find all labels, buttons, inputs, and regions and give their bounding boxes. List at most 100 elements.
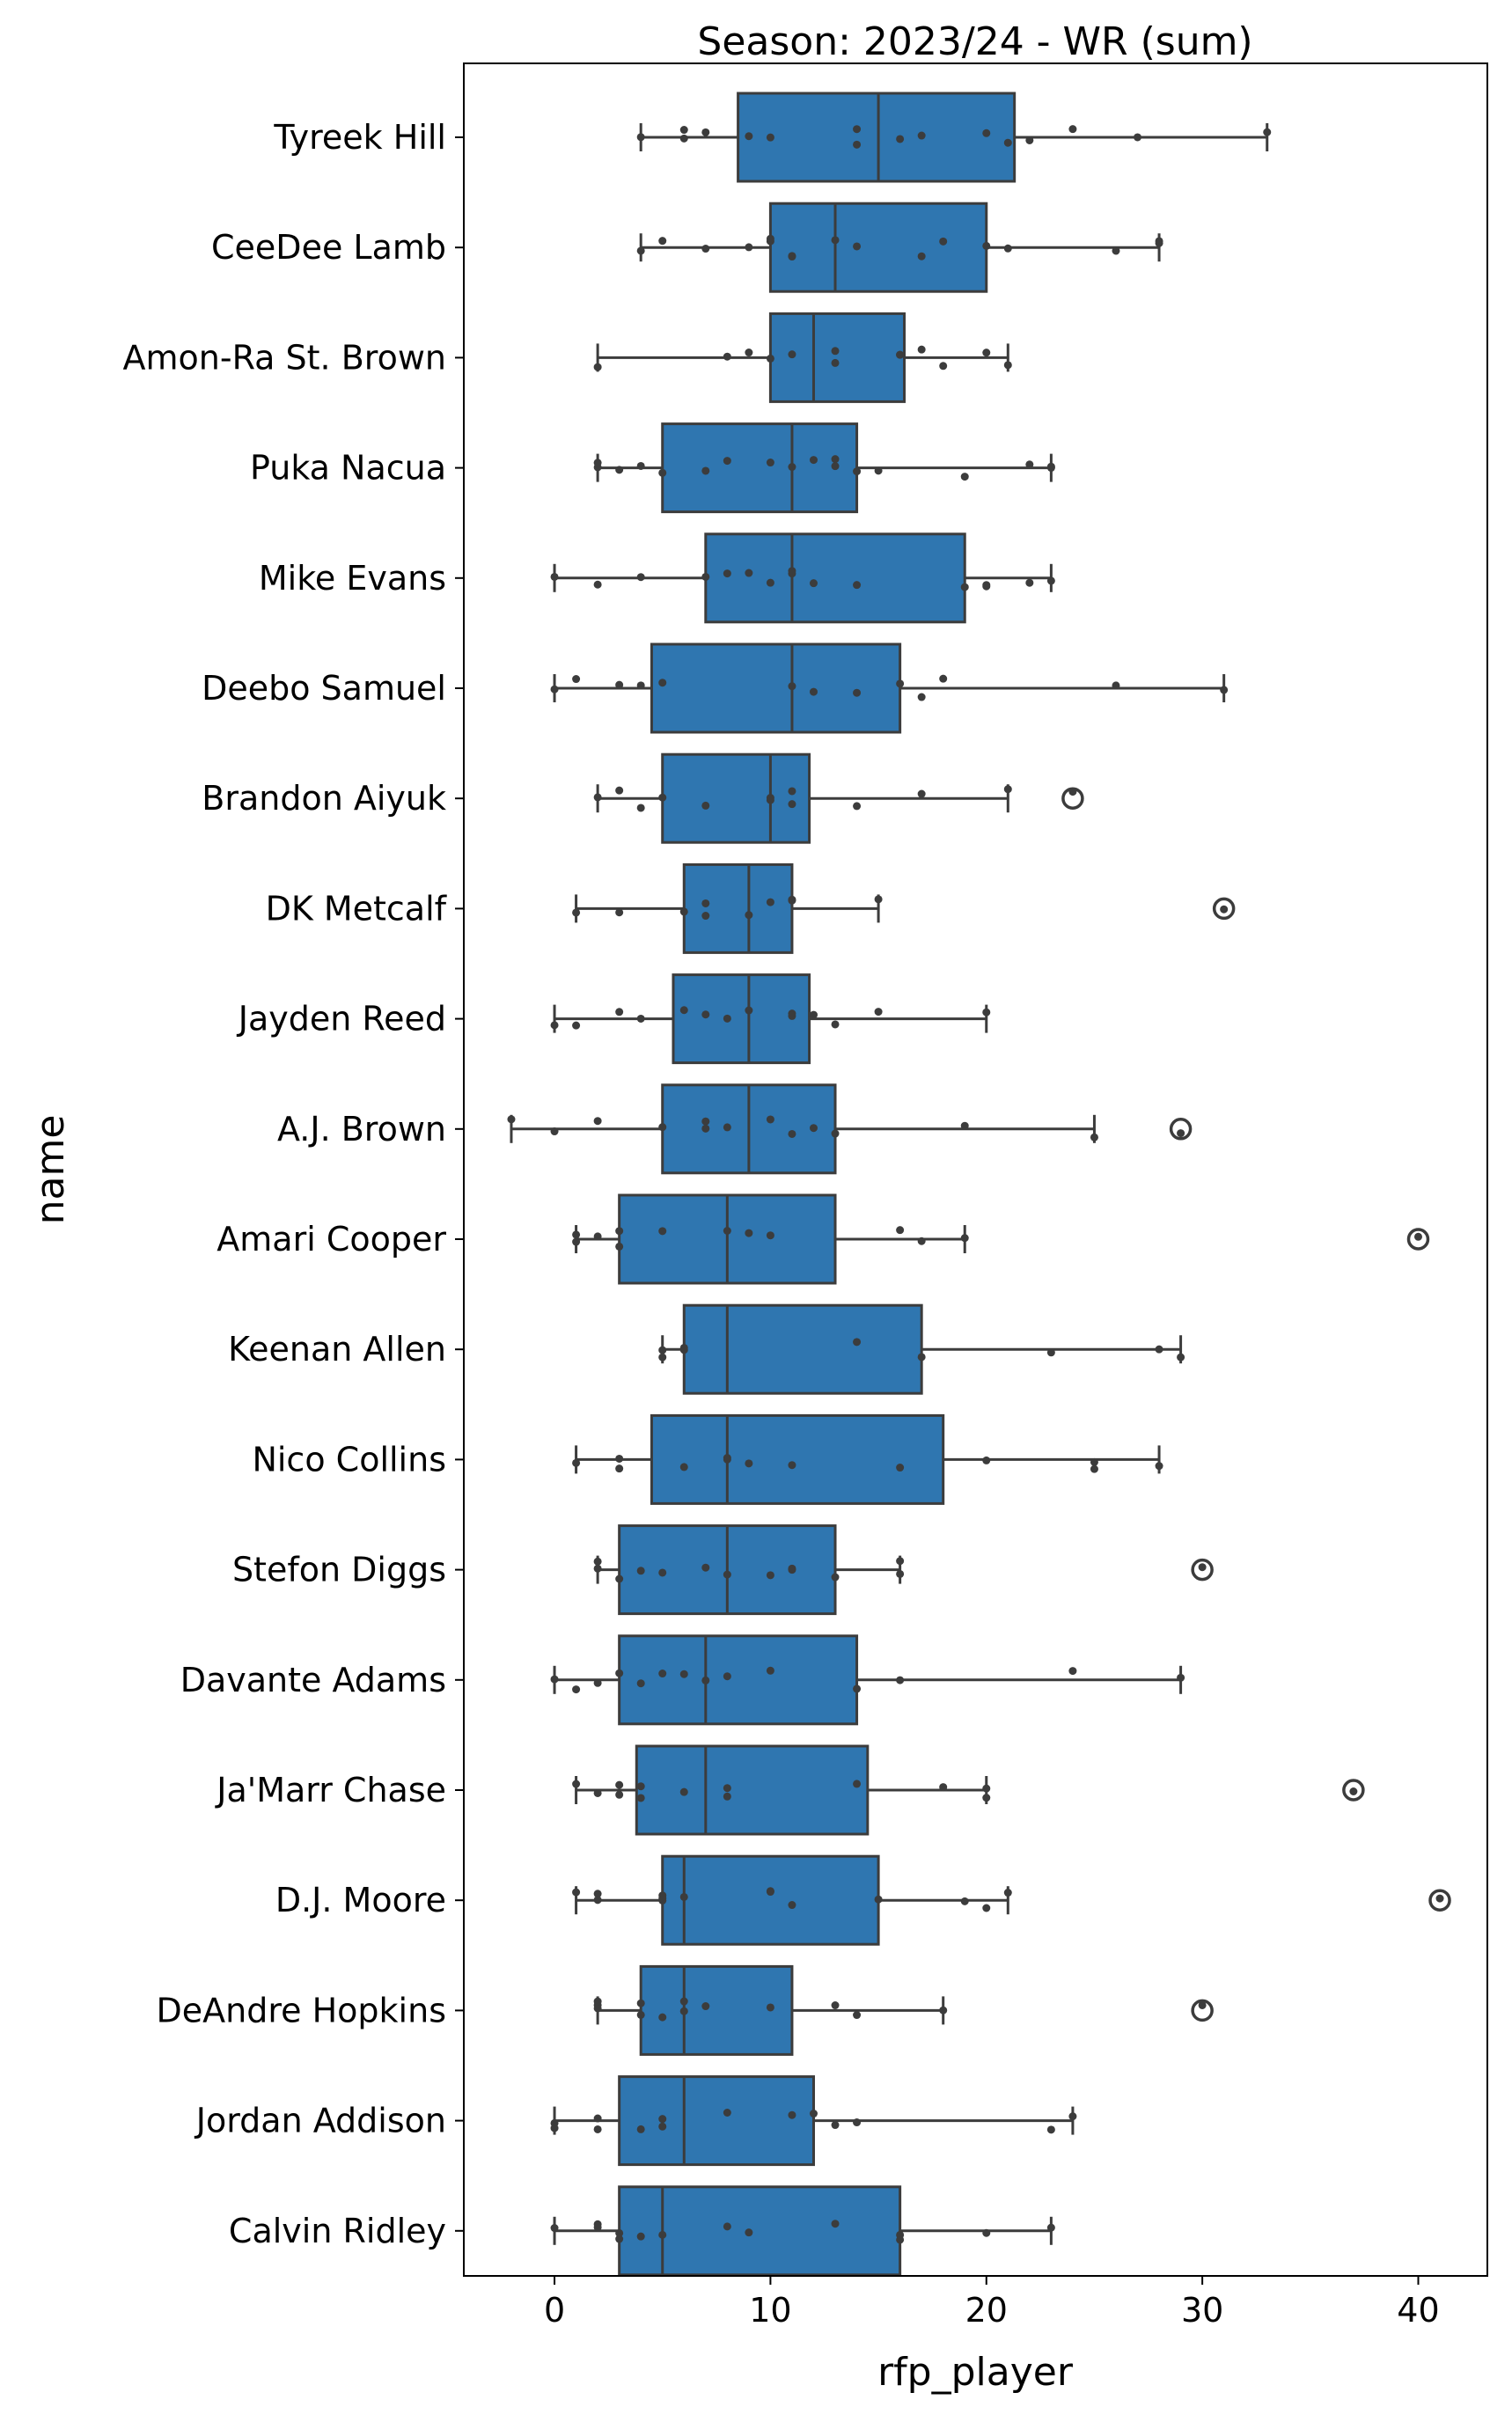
data-point — [1090, 1464, 1098, 1473]
y-axis-label: name — [28, 1115, 73, 1225]
data-point — [1068, 125, 1077, 134]
data-point — [917, 1237, 926, 1245]
data-point — [723, 1123, 731, 1132]
data-point — [1177, 1673, 1185, 1682]
y-tick-label: DeAndre Hopkins — [157, 1991, 446, 2029]
player-row — [636, 92, 1272, 183]
data-point — [1435, 1894, 1444, 1903]
data-point — [636, 1794, 645, 1802]
data-point — [593, 793, 602, 802]
data-point — [593, 1557, 602, 1566]
data-point — [788, 1901, 796, 1910]
player-row — [572, 1193, 1430, 1285]
box — [650, 642, 902, 734]
y-tick-label: Nico Collins — [252, 1440, 446, 1479]
data-point — [1003, 785, 1012, 794]
data-point — [982, 1794, 991, 1802]
data-point — [572, 1237, 581, 1246]
player-row — [593, 1964, 1214, 2056]
data-point — [982, 128, 991, 137]
data-point — [745, 1459, 753, 1468]
data-point — [766, 578, 774, 587]
data-point — [593, 1788, 602, 1797]
data-point — [917, 693, 926, 701]
data-point — [701, 466, 710, 475]
data-point — [853, 688, 862, 697]
data-point — [550, 1675, 559, 1684]
data-point — [615, 1464, 624, 1473]
data-point — [788, 253, 796, 261]
data-point — [550, 2124, 559, 2132]
y-tick-label: Puka Nacua — [250, 449, 446, 488]
data-point — [939, 2006, 948, 2015]
data-point — [658, 1896, 667, 1905]
data-point — [636, 461, 645, 470]
data-point — [982, 1904, 991, 1912]
data-point — [636, 1999, 645, 2007]
data-point — [615, 1227, 624, 1236]
data-point — [766, 354, 774, 363]
data-point — [960, 583, 969, 591]
data-point — [1090, 1133, 1098, 1141]
data-point — [723, 2108, 731, 2117]
data-point — [615, 1669, 624, 1677]
data-point — [658, 1568, 667, 1577]
data-point — [1068, 2112, 1077, 2121]
data-point — [550, 2224, 559, 2233]
data-point — [658, 2115, 667, 2124]
data-point — [615, 1790, 624, 1799]
data-point — [960, 1897, 969, 1905]
y-tick-label: Deebo Samuel — [202, 669, 446, 708]
data-point — [766, 2003, 774, 2012]
data-point — [939, 237, 948, 246]
data-point — [1068, 1667, 1077, 1676]
data-point — [853, 2011, 862, 2020]
data-point — [788, 2110, 796, 2119]
data-point — [593, 1890, 602, 1898]
x-axis-label: rfp_player — [877, 2350, 1074, 2395]
box — [650, 1413, 945, 1505]
player-row — [572, 862, 1236, 954]
data-point — [593, 2004, 602, 2013]
data-point — [636, 2010, 645, 2019]
data-point — [701, 2002, 710, 2011]
data-point — [1046, 2223, 1055, 2232]
data-point — [896, 2235, 905, 2244]
data-point — [615, 1242, 624, 1251]
data-point — [766, 1115, 774, 1124]
outlier-marker — [1406, 1228, 1430, 1251]
data-point — [701, 1124, 710, 1133]
data-point — [745, 2228, 753, 2237]
data-point — [745, 349, 753, 357]
player-row — [636, 202, 1163, 293]
data-point — [1025, 460, 1034, 469]
data-point — [874, 1895, 883, 1904]
data-point — [766, 1571, 774, 1580]
x-tick-label: 10 — [749, 2291, 791, 2330]
data-point — [917, 1353, 926, 1361]
data-point — [723, 1570, 731, 1579]
data-point — [572, 1458, 581, 1467]
data-point — [896, 135, 905, 143]
data-point — [1068, 788, 1077, 796]
box — [618, 1634, 859, 1726]
outlier-marker — [1212, 897, 1236, 921]
data-point — [1025, 578, 1034, 587]
data-point — [745, 1229, 753, 1237]
player-row — [550, 1634, 1185, 1726]
outlier-marker — [1342, 1779, 1365, 1802]
data-point — [1134, 133, 1142, 142]
player-row — [550, 532, 1055, 624]
data-point — [831, 1573, 840, 1582]
y-tick-label: Davante Adams — [180, 1661, 446, 1699]
data-point — [658, 1227, 667, 1236]
data-point — [766, 234, 774, 243]
y-tick-label: Calvin Ridley — [229, 2212, 446, 2250]
plot-frame — [463, 62, 1488, 2277]
data-point — [1090, 1457, 1098, 1466]
data-point — [636, 1567, 645, 1575]
data-point — [572, 675, 581, 684]
data-point — [636, 133, 645, 142]
data-point — [766, 898, 774, 906]
data-point — [658, 2230, 667, 2239]
